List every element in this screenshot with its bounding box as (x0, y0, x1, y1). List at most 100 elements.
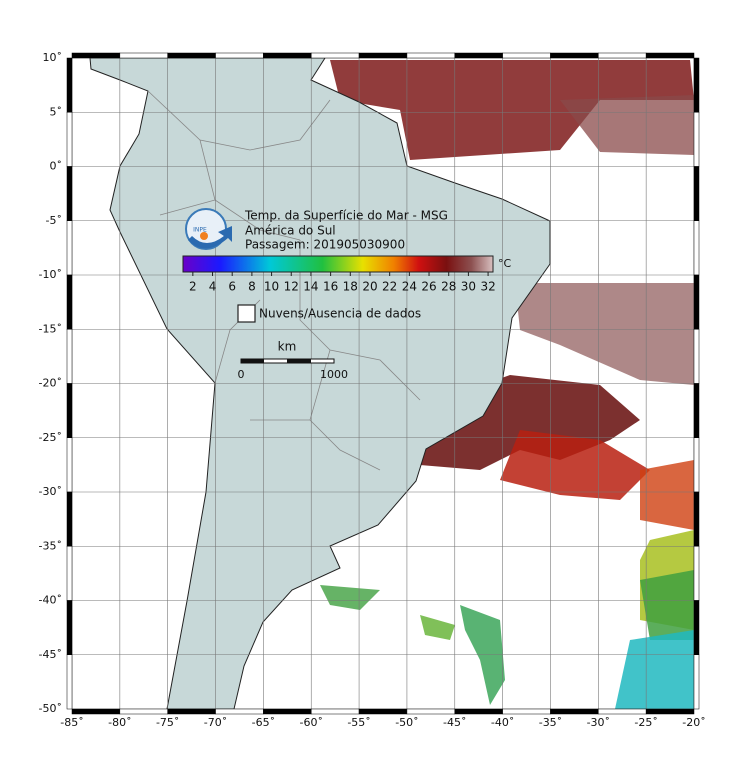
y-tick-label: -10˚ (39, 268, 62, 281)
frame-segment (693, 654, 700, 710)
frame-segment (693, 546, 700, 601)
sst-patch (515, 283, 694, 385)
frame-segment (693, 600, 700, 655)
frame-segment (693, 383, 700, 438)
frame-segment (66, 166, 73, 221)
sst-patch (615, 630, 694, 709)
frame-segment (167, 708, 216, 715)
frame-segment (66, 220, 73, 276)
frame-segment (693, 437, 700, 493)
x-tick-label: -30˚ (587, 716, 610, 729)
frame-segment (119, 52, 168, 59)
frame-segment (454, 52, 503, 59)
x-tick-label: -20˚ (682, 716, 705, 729)
x-tick-label: -85˚ (60, 716, 83, 729)
colorbar-tick-label: 30 (461, 280, 476, 294)
x-tick-label: -50˚ (395, 716, 418, 729)
sst-patch (320, 585, 380, 610)
frame-segment (454, 708, 503, 715)
legend-swatch (237, 304, 256, 323)
frame-segment (215, 52, 264, 59)
colorbar-tick-label: 26 (421, 280, 436, 294)
y-tick-label: -50˚ (39, 702, 62, 715)
frame-segment (263, 708, 312, 715)
colorbar-tick-label: 6 (228, 280, 236, 294)
country-borders (147, 90, 421, 471)
frame-segment (66, 437, 73, 493)
scale-bar-segment (287, 359, 311, 363)
y-tick-label: 0˚ (50, 160, 63, 173)
frame-segment (645, 708, 695, 715)
frame-segment (66, 57, 73, 113)
logo-text: INPE (193, 227, 207, 234)
x-tick-label: -75˚ (156, 716, 179, 729)
sst-patch (640, 570, 694, 640)
y-tick-label: -40˚ (39, 594, 62, 607)
frame-segment (502, 708, 551, 715)
frame-segment (406, 52, 456, 59)
frame-segment (263, 52, 312, 59)
frame-segment (358, 52, 408, 59)
frame-segment (645, 52, 695, 59)
y-tick-label: -45˚ (39, 648, 62, 661)
legend: Nuvens/Ausencia de dados (237, 304, 421, 323)
x-tick-label: -80˚ (108, 716, 131, 729)
logo-swoosh (188, 226, 232, 249)
frame-segment (71, 708, 121, 715)
y-tick-label: -15˚ (39, 322, 62, 335)
x-tick-label: -40˚ (491, 716, 514, 729)
sst-patch (500, 430, 650, 500)
colorbar-tick-label: 16 (323, 280, 338, 294)
frame-segment (310, 708, 360, 715)
frame-segment (693, 57, 700, 113)
colorbar-tick-label: 10 (264, 280, 279, 294)
scale-unit: km (278, 340, 297, 354)
frame-segment (66, 383, 73, 438)
sst-patch (330, 60, 694, 160)
colorbar-tick-label: 14 (303, 280, 318, 294)
sst-patch (560, 95, 694, 155)
frame-segment (550, 708, 599, 715)
x-tick-label: -25˚ (634, 716, 657, 729)
graticule (72, 58, 694, 709)
frame-segment (66, 546, 73, 601)
frame-segment (119, 708, 168, 715)
y-tick-label: -5˚ (46, 214, 62, 227)
colorbar-tick-label: 20 (362, 280, 377, 294)
colorbar-ramp (182, 255, 494, 273)
frame-segment (693, 491, 700, 547)
x-tick-label: -60˚ (299, 716, 322, 729)
x-tick-label: -65˚ (252, 716, 275, 729)
y-tick-label: 5˚ (50, 105, 63, 118)
sst-patch (640, 460, 694, 530)
map-area (72, 58, 694, 709)
frame-segment (693, 166, 700, 221)
legend-label: Nuvens/Ausencia de dados (259, 307, 421, 321)
colorbar-tick-label: 4 (209, 280, 217, 294)
frame-segment (550, 52, 599, 59)
colorbar-tick-label: 22 (382, 280, 397, 294)
logo-dot (200, 232, 208, 240)
colorbar-tick-label: 2 (189, 280, 197, 294)
frame-segment (693, 220, 700, 276)
frame-segment (66, 600, 73, 655)
frame-segment (66, 654, 73, 710)
scale-bar: km 0 1000 (238, 340, 349, 382)
frame-segment (406, 708, 456, 715)
x-tick-label: -70˚ (204, 716, 227, 729)
frame-segment (310, 52, 360, 59)
colorbar-unit: °C (498, 257, 512, 270)
scale-end: 1000 (320, 368, 348, 381)
frame-segment (215, 708, 264, 715)
frame-segment (502, 52, 551, 59)
x-tick-label: -55˚ (347, 716, 370, 729)
colorbar-tick-label: 32 (480, 280, 495, 294)
x-tick-label: -35˚ (539, 716, 562, 729)
frame-segment (598, 708, 647, 715)
region: América do Sul (245, 224, 336, 238)
colorbar-tick-label: 18 (343, 280, 358, 294)
colorbar-tick-label: 24 (402, 280, 417, 294)
frame-segment (693, 274, 700, 330)
